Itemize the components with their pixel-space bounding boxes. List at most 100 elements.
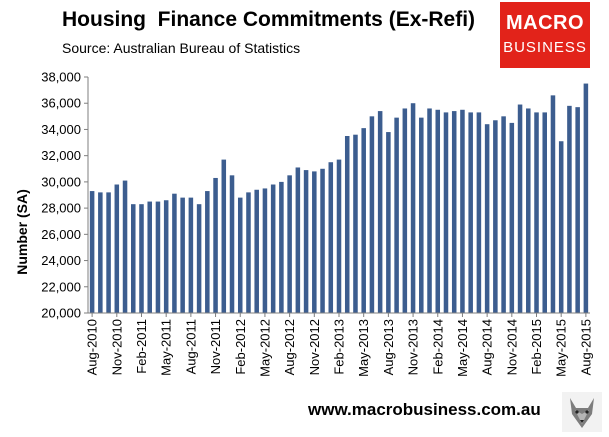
- bar-Apr-2014: [451, 111, 457, 313]
- x-tick-label-Feb-2014: Feb-2014: [430, 319, 445, 375]
- bar-Jun-2011: [172, 193, 177, 313]
- bar-Dec-2014: [517, 104, 523, 313]
- bar-Nov-2012: [312, 171, 317, 313]
- bar-Apr-2013: [353, 134, 358, 313]
- bar-Aug-2010: [89, 191, 95, 313]
- logo-line2: BUSINESS: [503, 39, 587, 56]
- bar-Aug-2015: [583, 83, 589, 313]
- x-tick-label-Nov-2012: Nov-2012: [307, 319, 322, 375]
- bar-May-2011: [163, 200, 169, 313]
- chart-subtitle: Source: Australian Bureau of Statistics: [62, 40, 301, 56]
- x-tick-label-Aug-2013: Aug-2013: [381, 319, 396, 375]
- y-tick-label-24000: 24,000: [41, 253, 81, 268]
- bar-Aug-2011: [188, 197, 194, 313]
- x-tick-label-Aug-2010: Aug-2010: [85, 319, 100, 375]
- bar-Jun-2015: [567, 105, 572, 313]
- bar-Feb-2011: [139, 204, 144, 313]
- x-tick-label-Nov-2011: Nov-2011: [208, 319, 223, 374]
- bar-Feb-2014: [435, 109, 441, 313]
- bar-May-2012: [262, 188, 268, 313]
- y-tick-label-34000: 34,000: [41, 122, 81, 137]
- bar-Nov-2013: [410, 103, 416, 313]
- bar-Oct-2011: [205, 191, 210, 313]
- y-tick-label-26000: 26,000: [41, 227, 81, 242]
- x-tick-label-Aug-2015: Aug-2015: [578, 319, 593, 375]
- bar-May-2014: [460, 109, 465, 313]
- y-tick-label-38000: 38,000: [41, 70, 81, 85]
- y-tick-label-36000: 36,000: [41, 96, 81, 111]
- bar-Sep-2012: [295, 167, 301, 313]
- bar-May-2013: [361, 128, 366, 313]
- bar-Oct-2012: [303, 170, 309, 313]
- bar-Sep-2013: [394, 117, 399, 313]
- bar-Jun-2013: [369, 116, 375, 313]
- logo-line1: MACRO: [505, 12, 585, 34]
- bar-Jun-2014: [468, 112, 473, 314]
- bar-Dec-2013: [419, 117, 424, 313]
- x-tick-label-May-2012: May-2012: [257, 319, 272, 377]
- bar-Jan-2014: [427, 108, 432, 313]
- bar-Aug-2013: [386, 132, 391, 313]
- footer-url[interactable]: www.macrobusiness.com.au: [308, 400, 541, 419]
- x-tick-label-May-2013: May-2013: [356, 319, 371, 377]
- bar-Jan-2011: [131, 204, 136, 313]
- bar-Jul-2012: [279, 181, 284, 313]
- x-tick-label-Feb-2012: Feb-2012: [233, 319, 248, 375]
- x-tick-label-Feb-2015: Feb-2015: [529, 319, 544, 375]
- macrobusiness-logo: MACRO BUSINESS: [500, 2, 590, 68]
- bar-Oct-2014: [501, 116, 506, 313]
- bar-Dec-2010: [122, 180, 128, 313]
- bar-Jul-2014: [476, 112, 482, 314]
- bar-Jan-2012: [229, 175, 235, 313]
- bar-Oct-2013: [402, 108, 408, 313]
- bar-Apr-2011: [155, 201, 161, 313]
- y-tick-label-20000: 20,000: [41, 306, 81, 321]
- x-tick-label-May-2015: May-2015: [554, 319, 569, 377]
- bar-Oct-2010: [106, 192, 111, 313]
- bar-Sep-2010: [98, 192, 103, 313]
- y-tick-label-30000: 30,000: [41, 174, 81, 189]
- bar-Jun-2012: [270, 184, 276, 313]
- bar-Jul-2015: [575, 107, 580, 313]
- bar-Feb-2013: [336, 159, 342, 313]
- bar-Apr-2015: [550, 95, 556, 313]
- y-tick-label-32000: 32,000: [41, 148, 81, 163]
- x-tick-label-May-2014: May-2014: [455, 319, 470, 377]
- bar-Mar-2014: [443, 112, 449, 314]
- x-tick-label-Feb-2013: Feb-2013: [332, 319, 347, 375]
- y-tick-label-28000: 28,000: [41, 201, 81, 216]
- x-tick-label-Aug-2014: Aug-2014: [480, 319, 495, 375]
- bar-Mar-2013: [344, 136, 350, 313]
- x-tick-label-Aug-2011: Aug-2011: [183, 319, 198, 374]
- bar-Nov-2010: [114, 184, 120, 313]
- bar-Nov-2014: [509, 122, 515, 313]
- bar-Aug-2012: [287, 175, 292, 313]
- bar-Jan-2015: [526, 108, 531, 313]
- bar-Sep-2011: [196, 204, 202, 313]
- bar-Feb-2015: [534, 112, 539, 314]
- bar-Dec-2012: [320, 168, 325, 313]
- bar-Apr-2012: [254, 189, 259, 313]
- chart-title: Housing Finance Commitments (Ex-Refi): [62, 8, 476, 31]
- bar-Jul-2011: [180, 197, 185, 313]
- bar-Aug-2014: [484, 124, 490, 313]
- x-tick-label-Nov-2010: Nov-2010: [109, 319, 124, 375]
- bar-Mar-2012: [246, 192, 251, 313]
- x-tick-label-May-2011: May-2011: [159, 319, 174, 376]
- bar-Mar-2015: [542, 112, 547, 314]
- bar-Jan-2013: [328, 162, 334, 313]
- bar-Feb-2012: [237, 197, 243, 313]
- bar-May-2015: [558, 141, 564, 313]
- bar-Mar-2011: [147, 201, 152, 313]
- bar-Dec-2011: [221, 159, 227, 313]
- bar-Jul-2013: [377, 111, 383, 313]
- bar-Sep-2014: [493, 120, 498, 314]
- x-tick-label-Nov-2013: Nov-2013: [406, 319, 421, 375]
- y-tick-label-22000: 22,000: [41, 279, 81, 294]
- wolf-icon: [562, 392, 602, 432]
- bar-Nov-2011: [213, 177, 218, 313]
- x-tick-label-Nov-2014: Nov-2014: [504, 319, 519, 375]
- x-tick-label-Aug-2012: Aug-2012: [282, 319, 297, 375]
- x-tick-label-Feb-2011: Feb-2011: [134, 319, 149, 374]
